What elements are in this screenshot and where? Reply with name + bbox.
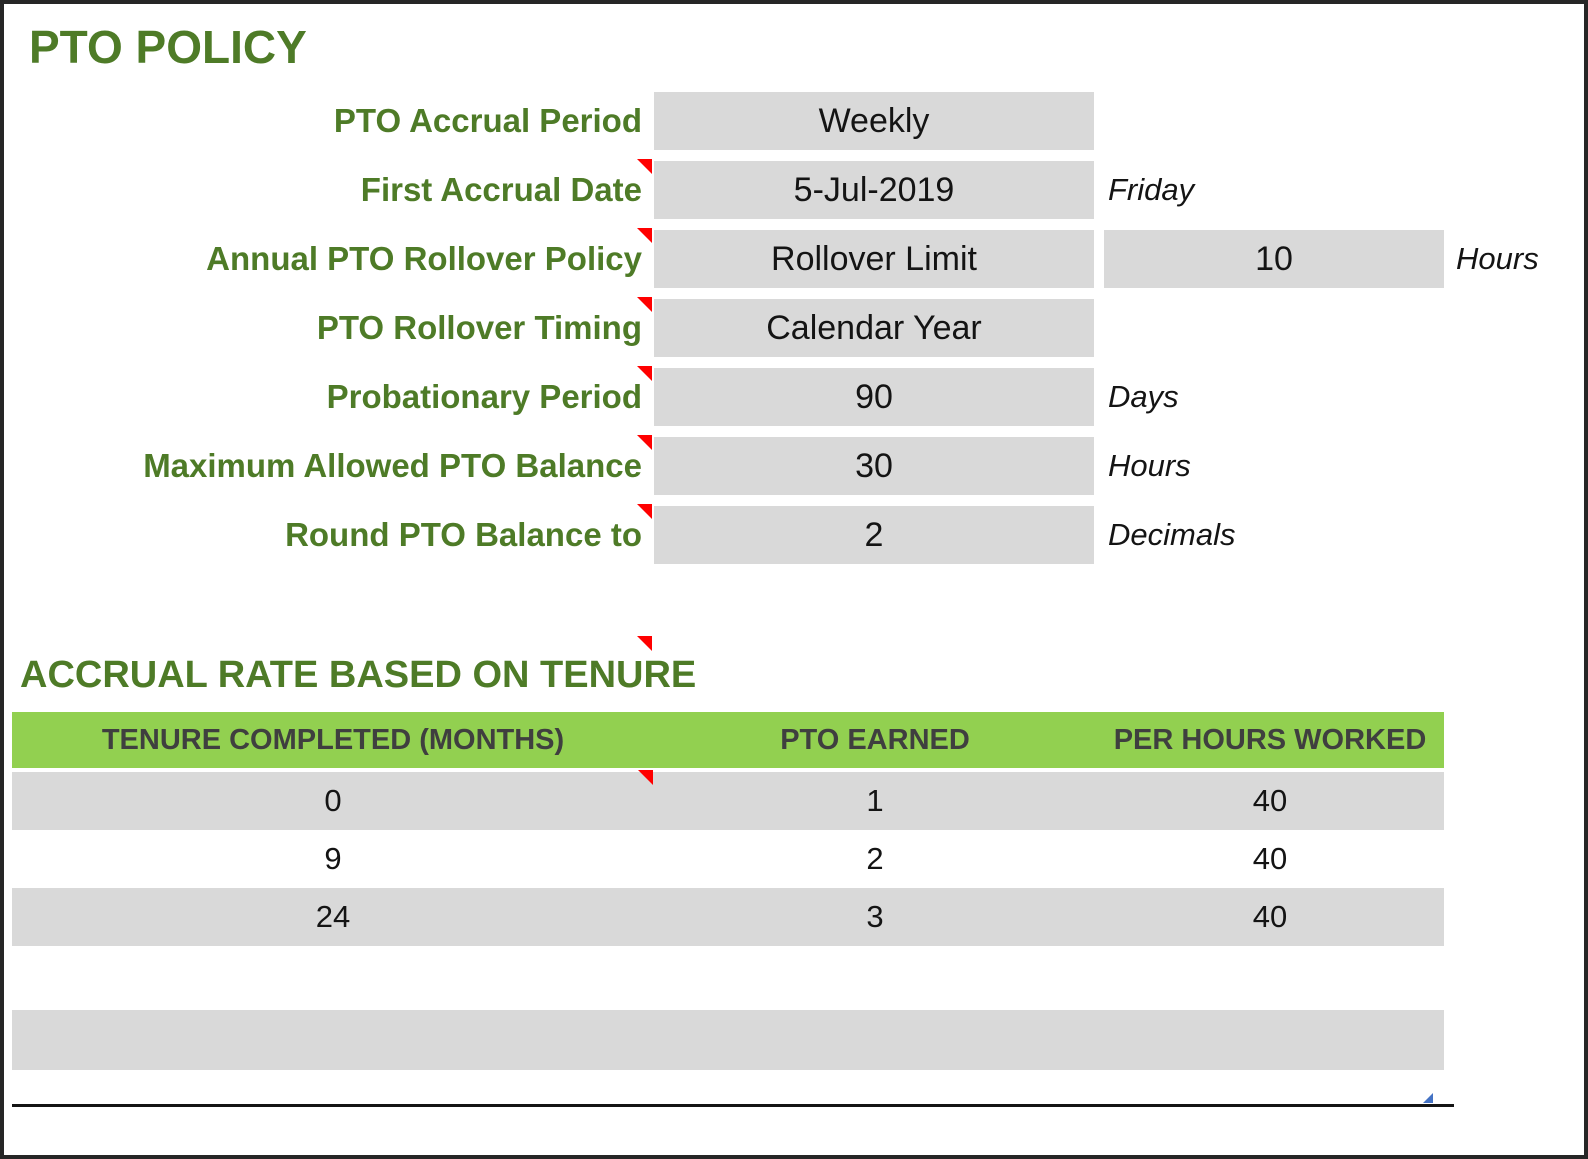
policy-value2-cell[interactable]: 10	[1104, 230, 1444, 288]
policy-label: PTO Accrual Period	[333, 102, 642, 139]
table-row: 24 3 40	[12, 888, 1444, 946]
table-header-pto-earned: PTO EARNED	[780, 724, 970, 756]
table-cell-tenure[interactable]: 24	[315, 899, 351, 934]
policy-row: Probationary Period 90 Days	[4, 366, 1584, 426]
table-header-row: TENURE COMPLETED (MONTHS) PTO EARNED PER…	[12, 712, 1444, 768]
table-row: 0 1 40	[12, 770, 1444, 830]
policy-row: Round PTO Balance to 2 Decimals	[4, 504, 1584, 564]
policy-value-cell[interactable]: Rollover Limit	[654, 230, 1094, 288]
policy-value-cell[interactable]: 30	[654, 437, 1094, 495]
policy-label: PTO Rollover Timing	[316, 309, 642, 346]
fill-handle[interactable]	[1423, 1093, 1433, 1103]
policy-label: Annual PTO Rollover Policy	[206, 240, 642, 277]
table-cell-per-hours[interactable]: 40	[1252, 783, 1288, 818]
policy-label: Probationary Period	[326, 378, 642, 415]
policy-value-cell[interactable]: Calendar Year	[654, 299, 1094, 357]
table-header-tenure: TENURE COMPLETED (MONTHS)	[101, 724, 565, 756]
policy-note: Days	[1108, 379, 1179, 414]
policy-note: Friday	[1108, 172, 1195, 207]
comment-indicator-icon	[638, 770, 653, 785]
table-cell-tenure[interactable]: 9	[324, 841, 342, 876]
comment-indicator-icon	[637, 636, 652, 651]
table-cell-per-hours[interactable]: 40	[1252, 899, 1288, 934]
section-heading: ACCRUAL RATE BASED ON TENURE	[20, 654, 697, 696]
policy-row: Maximum Allowed PTO Balance 30 Hours	[4, 435, 1584, 495]
table-cell-pto-earned[interactable]: 1	[866, 783, 884, 818]
policy-label: Round PTO Balance to	[285, 516, 642, 553]
empty-row-band[interactable]	[12, 1010, 1444, 1070]
policy-note: Hours	[1108, 448, 1191, 483]
table-cell-tenure[interactable]: 0	[12, 770, 654, 830]
policy-note: Decimals	[1108, 517, 1236, 552]
table-cell-pto-earned[interactable]: 2	[866, 841, 884, 876]
policy-value-cell[interactable]: 5-Jul-2019	[654, 161, 1094, 219]
policy-row: First Accrual Date 5-Jul-2019 Friday	[4, 159, 1584, 219]
policy-value-cell[interactable]: 90	[654, 368, 1094, 426]
bottom-border-line	[12, 1104, 1454, 1107]
policy-row: Annual PTO Rollover Policy Rollover Limi…	[4, 228, 1584, 288]
policy-note: Hours	[1456, 241, 1539, 276]
policy-value-cell[interactable]: 2	[654, 506, 1094, 564]
page-title: PTO POLICY	[29, 21, 307, 73]
table-header-per-hours: PER HOURS WORKED	[1113, 724, 1427, 756]
policy-label: First Accrual Date	[360, 171, 642, 208]
policy-value-cell[interactable]: Weekly	[654, 92, 1094, 150]
policy-label: Maximum Allowed PTO Balance	[143, 447, 642, 484]
table-cell-pto-earned[interactable]: 3	[866, 899, 884, 934]
policy-row: PTO Rollover Timing Calendar Year	[4, 297, 1584, 357]
policy-row: PTO Accrual Period Weekly	[4, 92, 1584, 150]
table-cell-per-hours[interactable]: 40	[1252, 841, 1288, 876]
table-row: 9 2 40	[12, 830, 1444, 888]
